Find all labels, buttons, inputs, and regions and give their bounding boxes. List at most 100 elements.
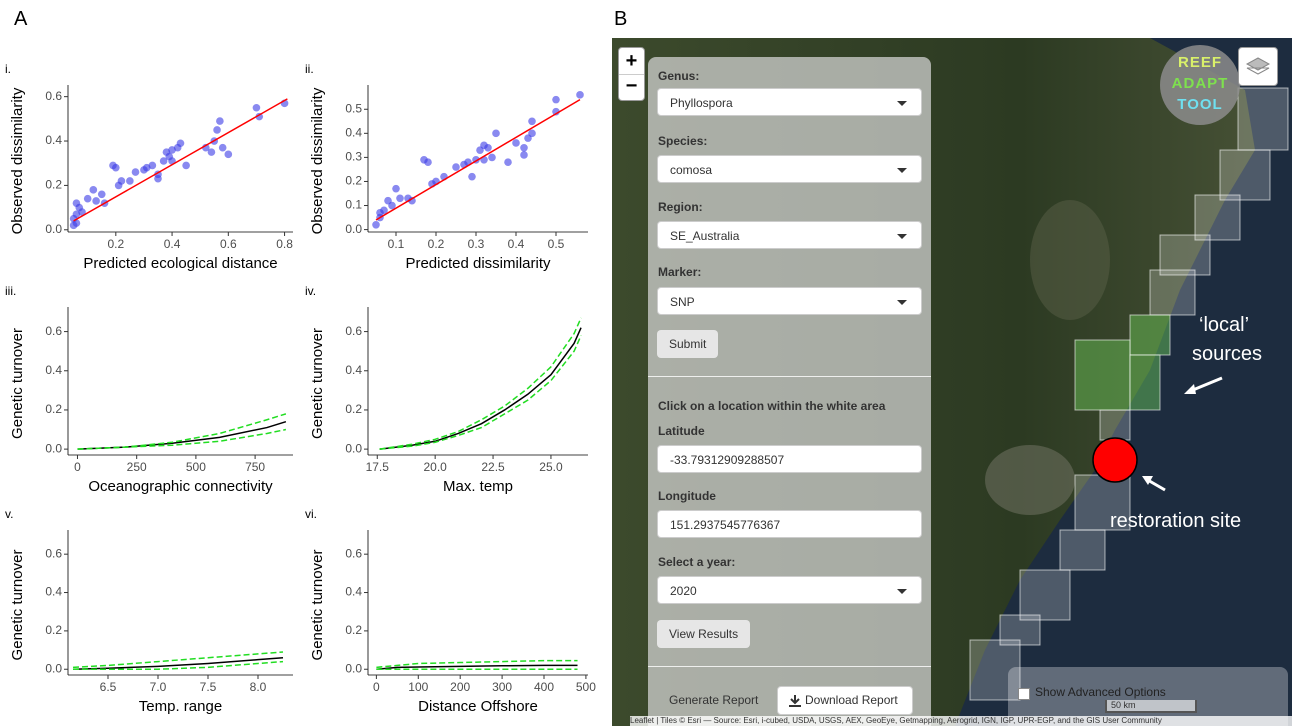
point [396, 194, 404, 203]
point [424, 158, 432, 167]
submit-button[interactable]: Submit [657, 330, 719, 358]
y-axis-label: Genetic turnover [309, 550, 326, 661]
y-tick-label: 0.4 [345, 363, 362, 377]
y-tick-label: 0.0 [345, 441, 362, 455]
annotation: sources [1192, 343, 1263, 365]
y-axis-label: Observed dissimilarity [309, 87, 326, 234]
y-tick-label: 0.3 [345, 150, 362, 164]
point [492, 129, 500, 138]
x-tick-label: 0 [74, 460, 81, 474]
local-source-cells [1074, 314, 1171, 411]
point [576, 91, 584, 99]
field-label: Genus: [658, 69, 700, 83]
longitude-input[interactable]: 151.2937545776367 [657, 510, 922, 538]
x-tick-label: 0 [373, 680, 380, 694]
fit-line [376, 664, 578, 670]
y-tick-label: 0.2 [345, 174, 362, 188]
logo-text: ADAPT [1171, 75, 1229, 92]
marker-select[interactable]: SNP [657, 287, 922, 315]
year-select[interactable]: 2020 [657, 576, 922, 604]
x-tick-label: 20.0 [423, 460, 447, 474]
y-tick-label: 0.4 [345, 585, 362, 599]
restoration-site-marker[interactable] [1092, 437, 1138, 483]
point [112, 163, 120, 172]
y-tick-label: 0.1 [345, 198, 362, 212]
y-tick-label: 0.0 [345, 222, 362, 236]
logo-text: REEF [1177, 54, 1222, 71]
x-tick-label: 750 [245, 460, 265, 474]
checkbox[interactable] [1018, 688, 1030, 700]
x-tick-label: 22.5 [481, 460, 505, 474]
point [224, 150, 233, 159]
advanced-label: Show Advanced Options [1035, 685, 1166, 699]
x-tick-label: 250 [127, 460, 147, 474]
point [117, 177, 126, 185]
x-tick-label: 200 [450, 680, 470, 694]
zoom-out[interactable]: − [625, 75, 638, 97]
point [97, 190, 106, 199]
x-tick-label: 0.1 [388, 237, 405, 251]
region-cells [969, 87, 1289, 701]
x-tick-label: 6.5 [100, 680, 117, 694]
divider [648, 666, 931, 667]
point [252, 103, 261, 112]
instruction: Click on a location within the white are… [658, 399, 886, 413]
point [528, 129, 536, 138]
point [255, 112, 264, 121]
y-tick-label: 0.2 [45, 623, 62, 637]
y-axis-label: Genetic turnover [309, 328, 326, 439]
layers-button[interactable] [1238, 47, 1278, 86]
x-tick-label: 400 [534, 680, 554, 694]
x-tick-label: 0.4 [164, 237, 181, 251]
point [182, 161, 190, 170]
field-label: Longitude [658, 489, 716, 503]
x-tick-label: 500 [186, 460, 206, 474]
confidence-line [379, 317, 582, 450]
point [213, 126, 221, 134]
y-tick-label: 0.0 [45, 441, 62, 455]
download-report-button[interactable]: Download Report [777, 686, 913, 715]
genus-select[interactable]: Phyllospora [657, 88, 922, 116]
panel-label: A [14, 8, 28, 30]
download-icon [789, 695, 801, 707]
region-select[interactable]: SE_Australia [657, 221, 922, 249]
y-tick-label: 0.2 [345, 402, 362, 416]
y-tick-label: 0.5 [345, 101, 362, 115]
point [388, 201, 396, 210]
y-tick-label: 0.0 [45, 661, 62, 675]
point [126, 177, 134, 185]
ocean [955, 38, 1292, 726]
view-results-button[interactable]: View Results [657, 620, 751, 648]
layers-icon [1245, 57, 1271, 75]
button-text: Download Report [805, 693, 898, 707]
y-tick-label: 0.6 [45, 89, 62, 103]
y-tick-label: 0.2 [45, 402, 62, 416]
chart-label: iv. [305, 284, 316, 298]
y-axis-label: Observed dissimilarity [9, 87, 26, 234]
y-tick-label: 0.0 [345, 661, 362, 675]
y-tick-label: 0.2 [45, 178, 62, 192]
x-axis-label: Predicted ecological distance [83, 255, 277, 272]
logo-badge [1160, 45, 1240, 125]
point [207, 148, 216, 156]
x-tick-label: 25.0 [539, 460, 563, 474]
zoom-in[interactable]: + [619, 48, 644, 75]
y-tick-label: 0.6 [45, 546, 62, 560]
point [176, 139, 185, 148]
point [488, 153, 496, 162]
y-tick-label: 0.0 [45, 222, 62, 236]
urban-area [985, 445, 1075, 515]
logo: REEF ADAPT TOOL [1160, 52, 1240, 115]
species-select[interactable]: comosa [657, 155, 922, 183]
point [452, 163, 460, 171]
field-label: Latitude [658, 424, 705, 438]
point [372, 220, 380, 229]
x-axis-label: Max. temp [443, 478, 513, 495]
y-tick-label: 0.6 [345, 324, 362, 338]
y-tick-label: 0.4 [45, 585, 62, 599]
x-tick-label: 8.0 [250, 680, 267, 694]
generate-report-button[interactable]: Generate Report [669, 693, 759, 707]
point [392, 184, 400, 193]
latitude-input[interactable]: -33.79312909288507 [657, 445, 922, 473]
